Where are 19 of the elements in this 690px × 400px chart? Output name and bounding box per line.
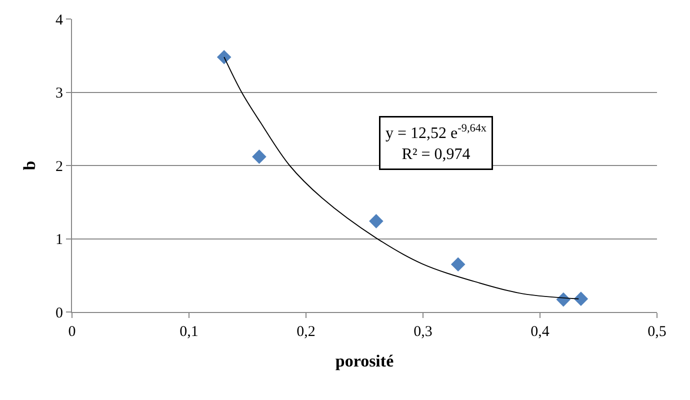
y-tick-label: 3 xyxy=(56,86,63,102)
point xyxy=(252,150,266,164)
y-tick-label: 0 xyxy=(56,305,63,322)
x-axis-title: porosité xyxy=(335,351,394,370)
x-tick-label: 0,2 xyxy=(296,324,316,340)
x-tick-label: 0 xyxy=(68,324,76,340)
x-tick-label: 0,3 xyxy=(414,324,432,340)
x-tick-label: 0,4 xyxy=(530,324,550,340)
x-tick-label: 0,5 xyxy=(648,324,666,340)
point xyxy=(216,50,232,64)
point xyxy=(450,257,466,272)
y-tick-label: 1 xyxy=(56,232,63,248)
y-tick-label: 2 xyxy=(56,158,63,175)
point xyxy=(574,292,588,306)
y-tick-label: 4 xyxy=(56,12,64,28)
point xyxy=(369,214,384,228)
x-tick-label: 0,1 xyxy=(180,324,198,340)
annotation: y = 12,52 e$^{-9,64x}$ R² = 0,974 xyxy=(386,122,487,164)
y-axis-title: b xyxy=(20,160,40,170)
